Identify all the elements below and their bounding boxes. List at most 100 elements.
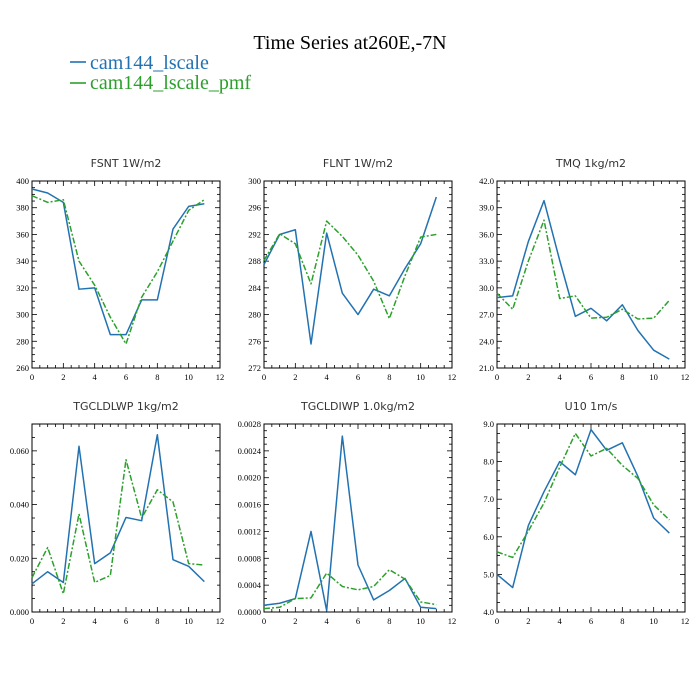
x-tick-label: 0: [495, 616, 499, 626]
y-tick-label: 380: [16, 203, 29, 213]
series-line-cam144-lscale: [31, 433, 205, 585]
y-tick-label: 284: [248, 283, 262, 293]
y-tick-label: 276: [248, 336, 261, 346]
chart-panels: FSNT 1W/m20 2 4 6 8 10 12260280300320340360380…: [10, 157, 689, 626]
series-line-cam144-lscale: [496, 428, 670, 589]
plot-frame: [496, 180, 686, 369]
x-tick-label: 2: [526, 372, 530, 382]
y-tick-label: 8.0: [483, 457, 494, 467]
y-tick-label: 39.0: [479, 203, 494, 213]
series-line-cam144-lscale: [263, 435, 437, 612]
chart-panel: FSNT 1W/m2 0 2 4 6 8 10 12 260 280 300 320 340 360 380…: [16, 157, 224, 382]
legend: cam144_lscale cam144_lscale_pmf: [70, 52, 251, 94]
legend-label-cam144-lscale-pmf: cam144_lscale_pmf: [90, 72, 251, 94]
y-tick-label: 9.0: [483, 419, 494, 429]
panel-title: TGCLDLWP 1kg/m2: [72, 400, 178, 413]
plot-frame: [496, 423, 686, 613]
y-tick-label: 292: [248, 229, 261, 239]
series-line-cam144-lscale-pmf: [496, 432, 670, 559]
y-tick-label: 0.0028: [238, 419, 261, 429]
y-tick-label: 30.0: [479, 283, 494, 293]
x-tick-label: 6: [124, 372, 128, 382]
series-line-cam144-lscale-pmf: [263, 568, 437, 610]
y-tick-label: 0.0012: [238, 526, 261, 536]
x-tick-label: 6: [356, 616, 360, 626]
x-tick-label: 10: [649, 616, 658, 626]
y-tick-label: 24.0: [479, 336, 494, 346]
panel-title: U10 1m/s: [565, 400, 618, 413]
series-line-cam144-lscale: [496, 199, 670, 360]
y-tick-label: 0.0000: [238, 607, 261, 617]
y-tick-label: 21.0: [479, 363, 494, 373]
y-tick-label: 0.000: [10, 607, 29, 617]
plot-frame: [263, 180, 453, 369]
x-tick-label: 0: [495, 372, 499, 382]
x-tick-label: 8: [620, 372, 624, 382]
y-tick-label: 0.0024: [238, 446, 262, 456]
x-tick-label: 8: [620, 616, 624, 626]
x-tick-label: 6: [589, 372, 593, 382]
x-tick-label: 12: [216, 372, 225, 382]
x-tick-label: 12: [216, 616, 225, 626]
x-tick-label: 4: [325, 616, 330, 626]
chart-panel: TGCLDIWP 1.0kg/m2 0 2 4 6 8 10 12 0.0000 0.0004 0.…: [238, 400, 457, 626]
y-tick-label: 272: [248, 363, 261, 373]
x-tick-label: 12: [681, 372, 690, 382]
x-tick-label: 4: [558, 372, 563, 382]
y-tick-label: 33.0: [479, 256, 494, 266]
x-tick-label: 8: [155, 372, 159, 382]
y-tick-label: 288: [248, 256, 261, 266]
x-tick-label: 0: [30, 372, 34, 382]
legend-label-cam144-lscale: cam144_lscale: [90, 52, 209, 74]
y-tick-label: 0.060: [10, 446, 29, 456]
x-tick-label: 10: [416, 616, 425, 626]
series-line-cam144-lscale-pmf: [31, 195, 205, 345]
x-tick-label: 6: [589, 616, 593, 626]
x-tick-label: 8: [155, 616, 159, 626]
x-tick-label: 12: [681, 616, 690, 626]
y-tick-label: 4.0: [483, 607, 494, 617]
y-tick-label: 0.0020: [238, 473, 261, 483]
x-tick-label: 10: [184, 616, 193, 626]
y-tick-label: 5.0: [483, 569, 494, 579]
y-tick-label: 36.0: [479, 229, 494, 239]
x-tick-label: 0: [30, 616, 34, 626]
x-tick-label: 12: [448, 372, 457, 382]
y-tick-label: 6.0: [483, 532, 494, 542]
x-tick-label: 0: [262, 616, 266, 626]
plot-frame: [263, 423, 453, 613]
x-tick-label: 4: [325, 372, 330, 382]
y-tick-label: 280: [248, 310, 261, 320]
series-line-cam144-lscale-pmf: [496, 219, 670, 320]
y-tick-label: 400: [16, 176, 29, 186]
series-line-cam144-lscale-pmf: [31, 458, 205, 595]
x-tick-label: 2: [61, 372, 65, 382]
y-tick-label: 0.0008: [238, 553, 261, 563]
x-tick-label: 2: [61, 616, 65, 626]
x-tick-label: 10: [184, 372, 193, 382]
y-tick-label: 320: [16, 283, 29, 293]
series-line-cam144-lscale: [31, 188, 205, 336]
y-tick-label: 27.0: [479, 310, 494, 320]
y-tick-label: 300: [248, 176, 261, 186]
y-tick-label: 340: [16, 256, 29, 266]
x-tick-label: 0: [262, 372, 266, 382]
panel-title: FSNT 1W/m2: [91, 157, 162, 170]
x-tick-label: 4: [93, 372, 98, 382]
y-tick-label: 7.0: [483, 494, 494, 504]
y-tick-label: 280: [16, 336, 29, 346]
panel-title: TMQ 1kg/m2: [555, 157, 626, 170]
chart-panel: U10 1m/s 0 2 4 6 8 10 12 4.0 5.0 6.0 7.0 8.0 9.0: [483, 400, 689, 626]
y-tick-label: 42.0: [479, 176, 494, 186]
x-tick-label: 4: [558, 616, 563, 626]
y-tick-label: 260: [16, 363, 29, 373]
panel-title: FLNT 1W/m2: [323, 157, 393, 170]
x-tick-label: 10: [416, 372, 425, 382]
x-tick-label: 8: [387, 372, 391, 382]
x-tick-label: 2: [526, 616, 530, 626]
y-tick-label: 300: [16, 310, 29, 320]
x-tick-label: 6: [124, 616, 128, 626]
y-tick-label: 0.0004: [238, 580, 262, 590]
figure-title: Time Series at260E,-7N: [253, 32, 446, 54]
